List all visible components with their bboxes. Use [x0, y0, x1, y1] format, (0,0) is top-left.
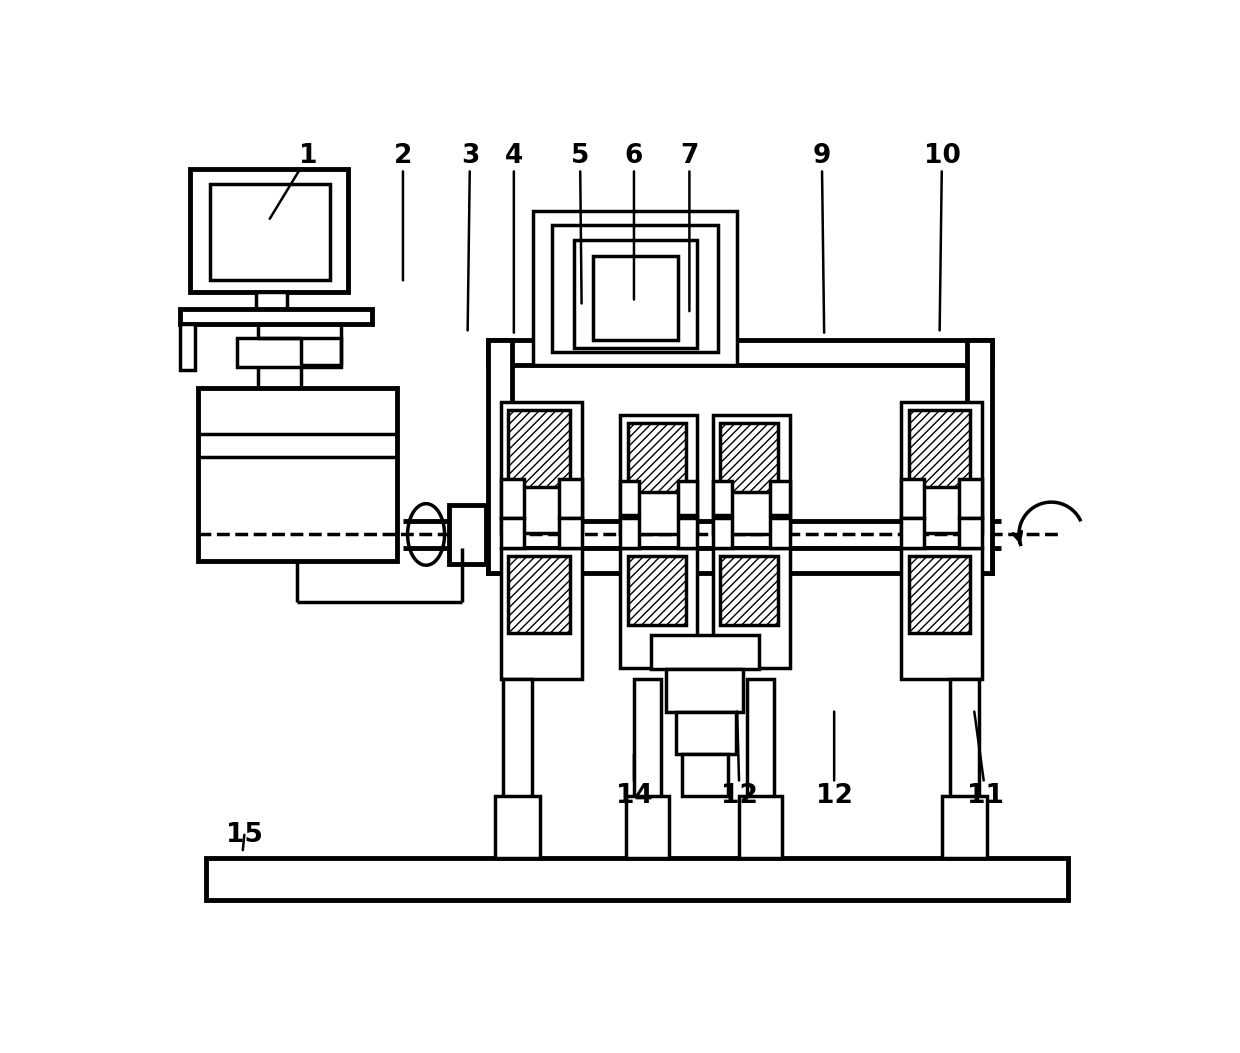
Bar: [909, 556, 971, 633]
Bar: [501, 517, 523, 549]
Bar: [206, 858, 1068, 900]
Bar: [909, 410, 971, 486]
Bar: [574, 240, 697, 349]
Bar: [901, 402, 982, 533]
Bar: [720, 423, 777, 492]
Bar: [770, 517, 790, 549]
Bar: [713, 415, 790, 535]
Bar: [713, 517, 732, 549]
Bar: [558, 517, 582, 549]
Text: 2: 2: [394, 142, 412, 280]
Text: 1: 1: [270, 142, 317, 219]
Bar: [770, 480, 790, 515]
Bar: [682, 754, 728, 796]
Bar: [713, 549, 790, 668]
Bar: [237, 338, 341, 367]
Text: 12: 12: [816, 712, 853, 810]
Bar: [533, 211, 737, 365]
Bar: [620, 549, 697, 668]
Bar: [495, 796, 539, 858]
Text: 12: 12: [720, 712, 758, 810]
Bar: [620, 480, 640, 515]
Bar: [558, 479, 582, 517]
Bar: [678, 517, 697, 549]
Bar: [211, 184, 330, 280]
Text: 15: 15: [226, 821, 263, 850]
Bar: [487, 549, 992, 573]
Text: 7: 7: [681, 142, 698, 311]
Bar: [255, 292, 286, 309]
Bar: [634, 679, 661, 858]
Bar: [503, 679, 532, 858]
Bar: [959, 479, 982, 517]
Bar: [942, 796, 987, 858]
Bar: [676, 712, 735, 754]
Text: 5: 5: [570, 142, 589, 303]
Bar: [198, 389, 397, 561]
Text: 3: 3: [461, 142, 479, 331]
Bar: [191, 168, 348, 292]
Bar: [620, 415, 697, 535]
Bar: [678, 480, 697, 515]
Text: 11: 11: [967, 712, 1004, 810]
Text: 4: 4: [505, 142, 523, 333]
Bar: [627, 556, 686, 625]
Bar: [739, 796, 781, 858]
Bar: [508, 410, 570, 486]
Bar: [626, 796, 668, 858]
Bar: [501, 549, 582, 679]
Bar: [950, 679, 978, 858]
Bar: [508, 556, 570, 633]
Bar: [959, 517, 982, 549]
Bar: [901, 517, 924, 549]
Bar: [666, 670, 743, 712]
Bar: [449, 505, 486, 563]
Bar: [627, 423, 686, 492]
Bar: [720, 556, 777, 625]
Bar: [487, 340, 512, 573]
Bar: [901, 479, 924, 517]
Bar: [748, 679, 774, 858]
Bar: [713, 480, 732, 515]
Bar: [967, 340, 992, 573]
Text: 10: 10: [924, 142, 961, 331]
Bar: [651, 635, 759, 670]
Bar: [552, 225, 718, 352]
Bar: [501, 479, 523, 517]
Bar: [180, 309, 372, 324]
Text: 14: 14: [615, 754, 652, 810]
Text: 9: 9: [812, 142, 831, 333]
Bar: [487, 340, 992, 365]
Bar: [501, 402, 582, 533]
Bar: [593, 256, 678, 340]
Bar: [901, 549, 982, 679]
Bar: [180, 324, 195, 371]
Bar: [620, 517, 640, 549]
Text: 6: 6: [625, 142, 644, 300]
